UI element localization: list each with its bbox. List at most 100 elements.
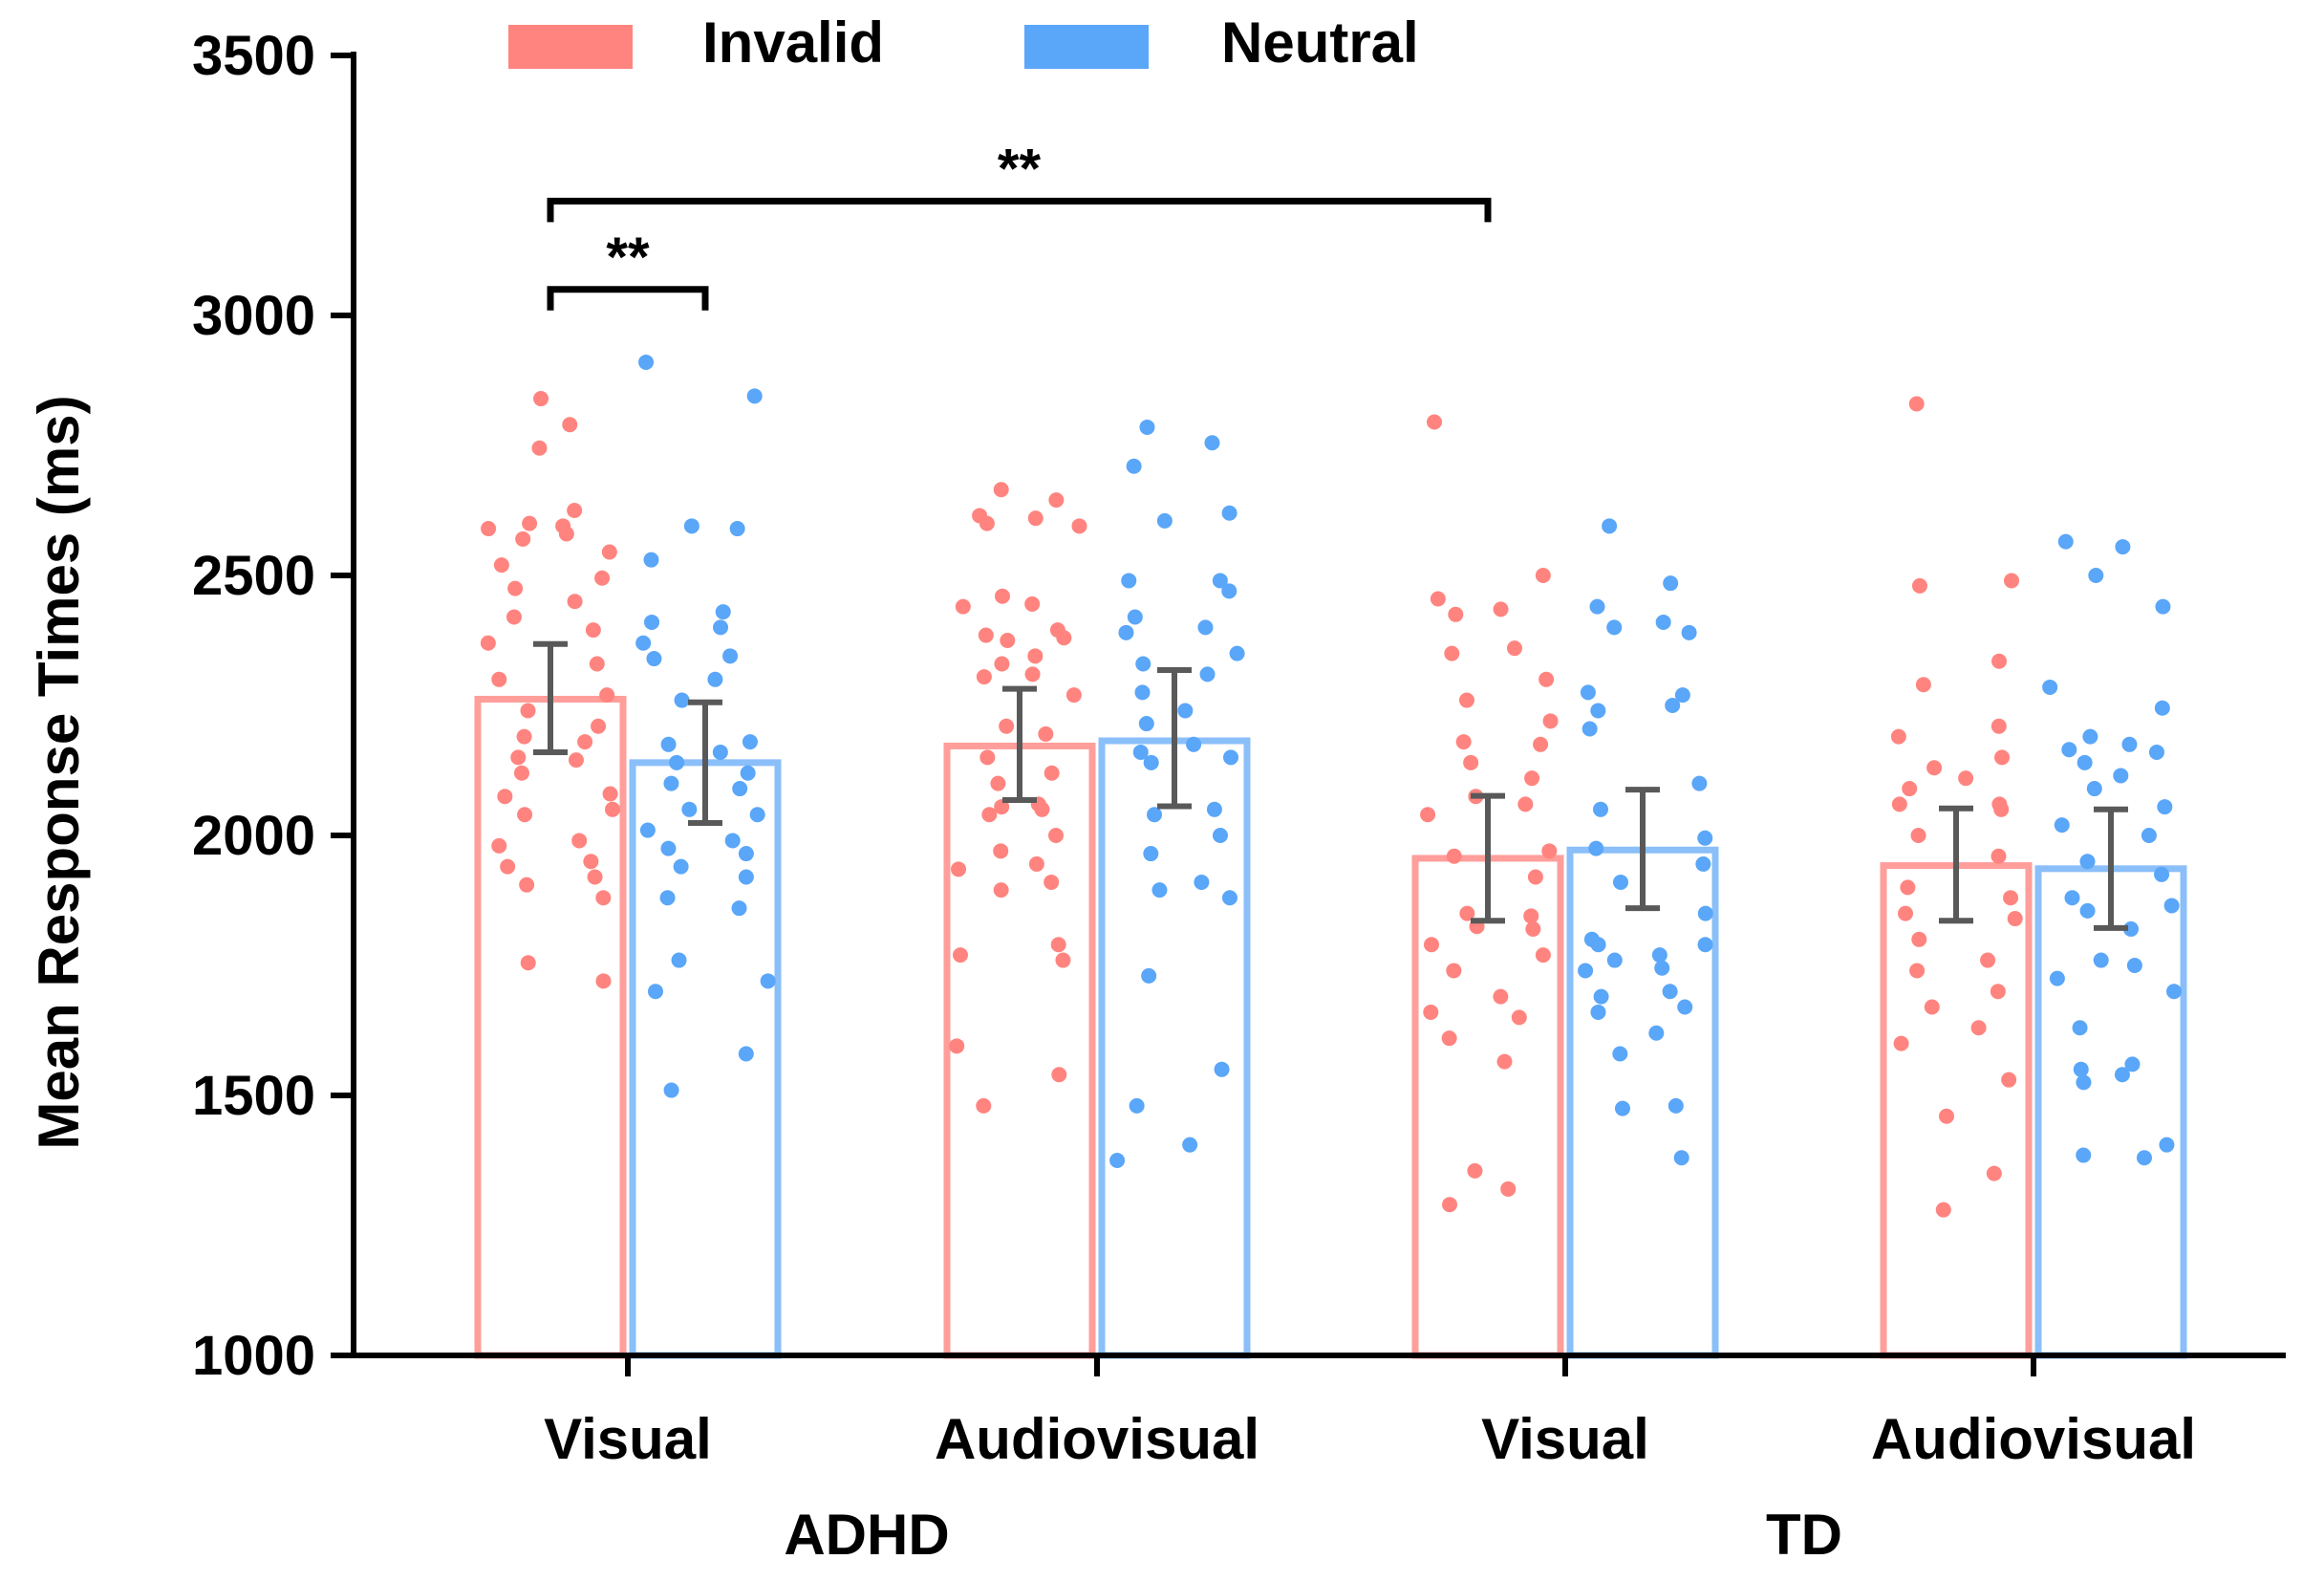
data-point-invalid xyxy=(594,570,611,586)
data-point-neutral xyxy=(2154,866,2170,882)
data-point-neutral xyxy=(1648,1025,1665,1041)
data-point-invalid xyxy=(1910,828,1926,843)
data-point-invalid xyxy=(1909,963,1926,979)
data-point-neutral xyxy=(707,671,723,687)
data-point-invalid xyxy=(993,843,1009,859)
y-tick-label: 1500 xyxy=(192,1065,315,1127)
data-point-invalid xyxy=(583,854,599,870)
data-point-invalid xyxy=(1027,510,1044,527)
data-point-neutral xyxy=(2049,970,2065,986)
significance-bracket-within-adhd-visual: ** xyxy=(547,227,709,311)
data-point-invalid xyxy=(595,890,612,906)
data-point-neutral xyxy=(1590,937,1606,953)
data-point-neutral xyxy=(1651,947,1668,964)
data-point-neutral xyxy=(1221,505,1237,521)
data-point-invalid xyxy=(493,557,509,574)
data-point-neutral xyxy=(760,973,776,989)
data-point-neutral xyxy=(1221,583,1237,599)
data-point-invalid xyxy=(999,718,1015,734)
data-point-neutral xyxy=(1612,874,1628,890)
data-point-invalid xyxy=(1541,843,1558,859)
data-point-invalid xyxy=(577,734,593,750)
data-point-invalid xyxy=(1034,801,1050,817)
data-point-invalid xyxy=(1065,687,1082,704)
data-point-invalid xyxy=(2001,1072,2017,1088)
data-point-invalid xyxy=(1994,749,2011,766)
data-point-invalid xyxy=(949,1038,965,1054)
data-point-invalid xyxy=(1051,1067,1067,1083)
data-point-neutral xyxy=(2082,728,2098,745)
bar-invalid-2 xyxy=(1411,855,1564,1359)
significance-bracket-adhd-vs-td-visual-label: ** xyxy=(998,138,1042,200)
data-point-invalid xyxy=(955,598,971,615)
y-tick-label: 3500 xyxy=(192,25,315,87)
data-point-invalid xyxy=(1902,781,1918,797)
bar-neutral-3 xyxy=(2034,865,2187,1359)
data-point-neutral xyxy=(2061,742,2077,758)
significance-brackets: ** ** xyxy=(547,138,1492,311)
data-point-neutral xyxy=(2093,952,2109,968)
data-point-invalid xyxy=(515,531,531,547)
data-point-invalid xyxy=(1444,645,1460,661)
data-point-invalid xyxy=(1423,1004,1439,1020)
data-point-neutral xyxy=(1681,624,1697,640)
bar-neutral-0 xyxy=(629,759,782,1359)
data-point-invalid xyxy=(994,656,1010,672)
data-point-invalid xyxy=(1535,568,1551,583)
data-point-invalid xyxy=(567,594,583,610)
data-point-neutral xyxy=(732,781,748,797)
data-point-neutral xyxy=(2076,1147,2092,1163)
data-point-neutral xyxy=(1592,801,1608,817)
bar-neutral-2 xyxy=(1566,846,1719,1359)
data-point-invalid xyxy=(1028,855,1044,872)
data-point-neutral xyxy=(2114,1067,2130,1083)
data-point-neutral xyxy=(2086,781,2102,797)
data-point-neutral xyxy=(681,801,698,817)
data-point-neutral xyxy=(2064,890,2080,906)
data-point-invalid xyxy=(990,775,1006,791)
error-bars-layer xyxy=(533,640,2128,931)
data-point-neutral xyxy=(1199,666,1216,682)
data-point-neutral xyxy=(2166,984,2183,1000)
data-point-neutral xyxy=(2072,1020,2088,1036)
data-point-neutral xyxy=(2113,768,2129,784)
data-point-invalid xyxy=(1455,734,1472,750)
data-point-invalid xyxy=(1446,963,1462,979)
bar-invalid-1 xyxy=(943,742,1096,1359)
data-point-neutral xyxy=(2155,598,2171,615)
data-point-invalid xyxy=(605,801,621,817)
data-point-invalid xyxy=(1924,999,1940,1015)
data-point-invalid xyxy=(1533,736,1549,752)
data-point-invalid xyxy=(1430,591,1446,607)
data-point-invalid xyxy=(994,588,1010,604)
data-point-invalid xyxy=(1898,905,1914,921)
data-point-neutral xyxy=(2163,898,2180,914)
data-point-neutral xyxy=(1121,573,1137,589)
data-point-invalid xyxy=(1542,713,1559,729)
data-point-invalid xyxy=(1524,770,1540,787)
data-point-invalid xyxy=(506,609,522,625)
data-point-neutral xyxy=(2121,736,2138,752)
data-point-neutral xyxy=(1126,458,1142,474)
data-point-neutral xyxy=(1673,1150,1689,1166)
data-point-neutral xyxy=(738,846,754,862)
data-point-invalid xyxy=(585,622,601,639)
x-tick-label: Visual xyxy=(1481,1407,1649,1471)
data-point-neutral xyxy=(1182,1137,1198,1153)
data-point-neutral xyxy=(2126,958,2142,973)
data-point-neutral xyxy=(2077,754,2093,770)
data-point-invalid xyxy=(1935,1202,1951,1218)
data-point-neutral xyxy=(1147,807,1163,823)
data-point-neutral xyxy=(1662,984,1678,1000)
data-point-invalid xyxy=(1420,807,1436,823)
data-point-neutral xyxy=(1695,855,1711,872)
data-point-invalid xyxy=(1911,931,1927,947)
data-point-invalid xyxy=(953,947,969,964)
data-point-invalid xyxy=(2007,911,2023,927)
data-point-invalid xyxy=(981,807,998,823)
data-point-invalid xyxy=(1891,796,1907,812)
data-point-invalid xyxy=(1970,1020,1987,1036)
data-point-invalid xyxy=(1517,796,1534,812)
data-point-invalid xyxy=(951,861,967,877)
